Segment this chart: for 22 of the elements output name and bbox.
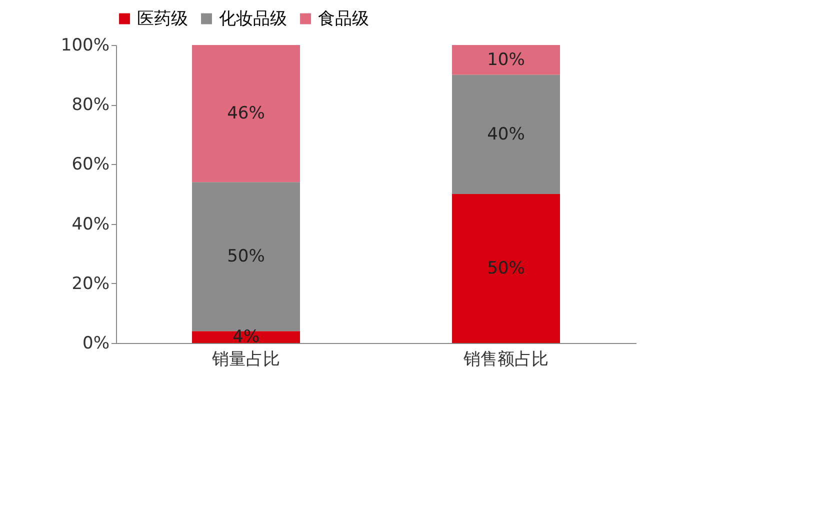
y-tick-label: 80% xyxy=(72,95,110,116)
legend-label: 化妆品级 xyxy=(219,8,287,29)
y-tick-label: 60% xyxy=(72,154,110,175)
legend-label: 食品级 xyxy=(318,8,369,29)
y-tick-label: 40% xyxy=(72,214,110,234)
x-tick-label: 销售额占比 xyxy=(462,350,548,370)
data-label: 46% xyxy=(227,104,265,124)
y-tick-label: 20% xyxy=(72,274,110,294)
y-tick-label: 100% xyxy=(60,36,110,56)
data-label: 10% xyxy=(487,50,525,70)
data-label: 40% xyxy=(487,124,525,144)
y-tick-label: 0% xyxy=(82,334,110,354)
bar xyxy=(452,194,560,343)
data-label: 4% xyxy=(232,327,260,348)
bar xyxy=(192,331,300,343)
bar xyxy=(452,45,560,75)
x-tick-label: 销量占比 xyxy=(211,350,280,370)
legend-label: 医药级 xyxy=(137,8,188,29)
bar xyxy=(192,45,300,182)
bar xyxy=(452,74,560,194)
data-label: 50% xyxy=(487,258,525,278)
data-label: 50% xyxy=(227,246,265,267)
